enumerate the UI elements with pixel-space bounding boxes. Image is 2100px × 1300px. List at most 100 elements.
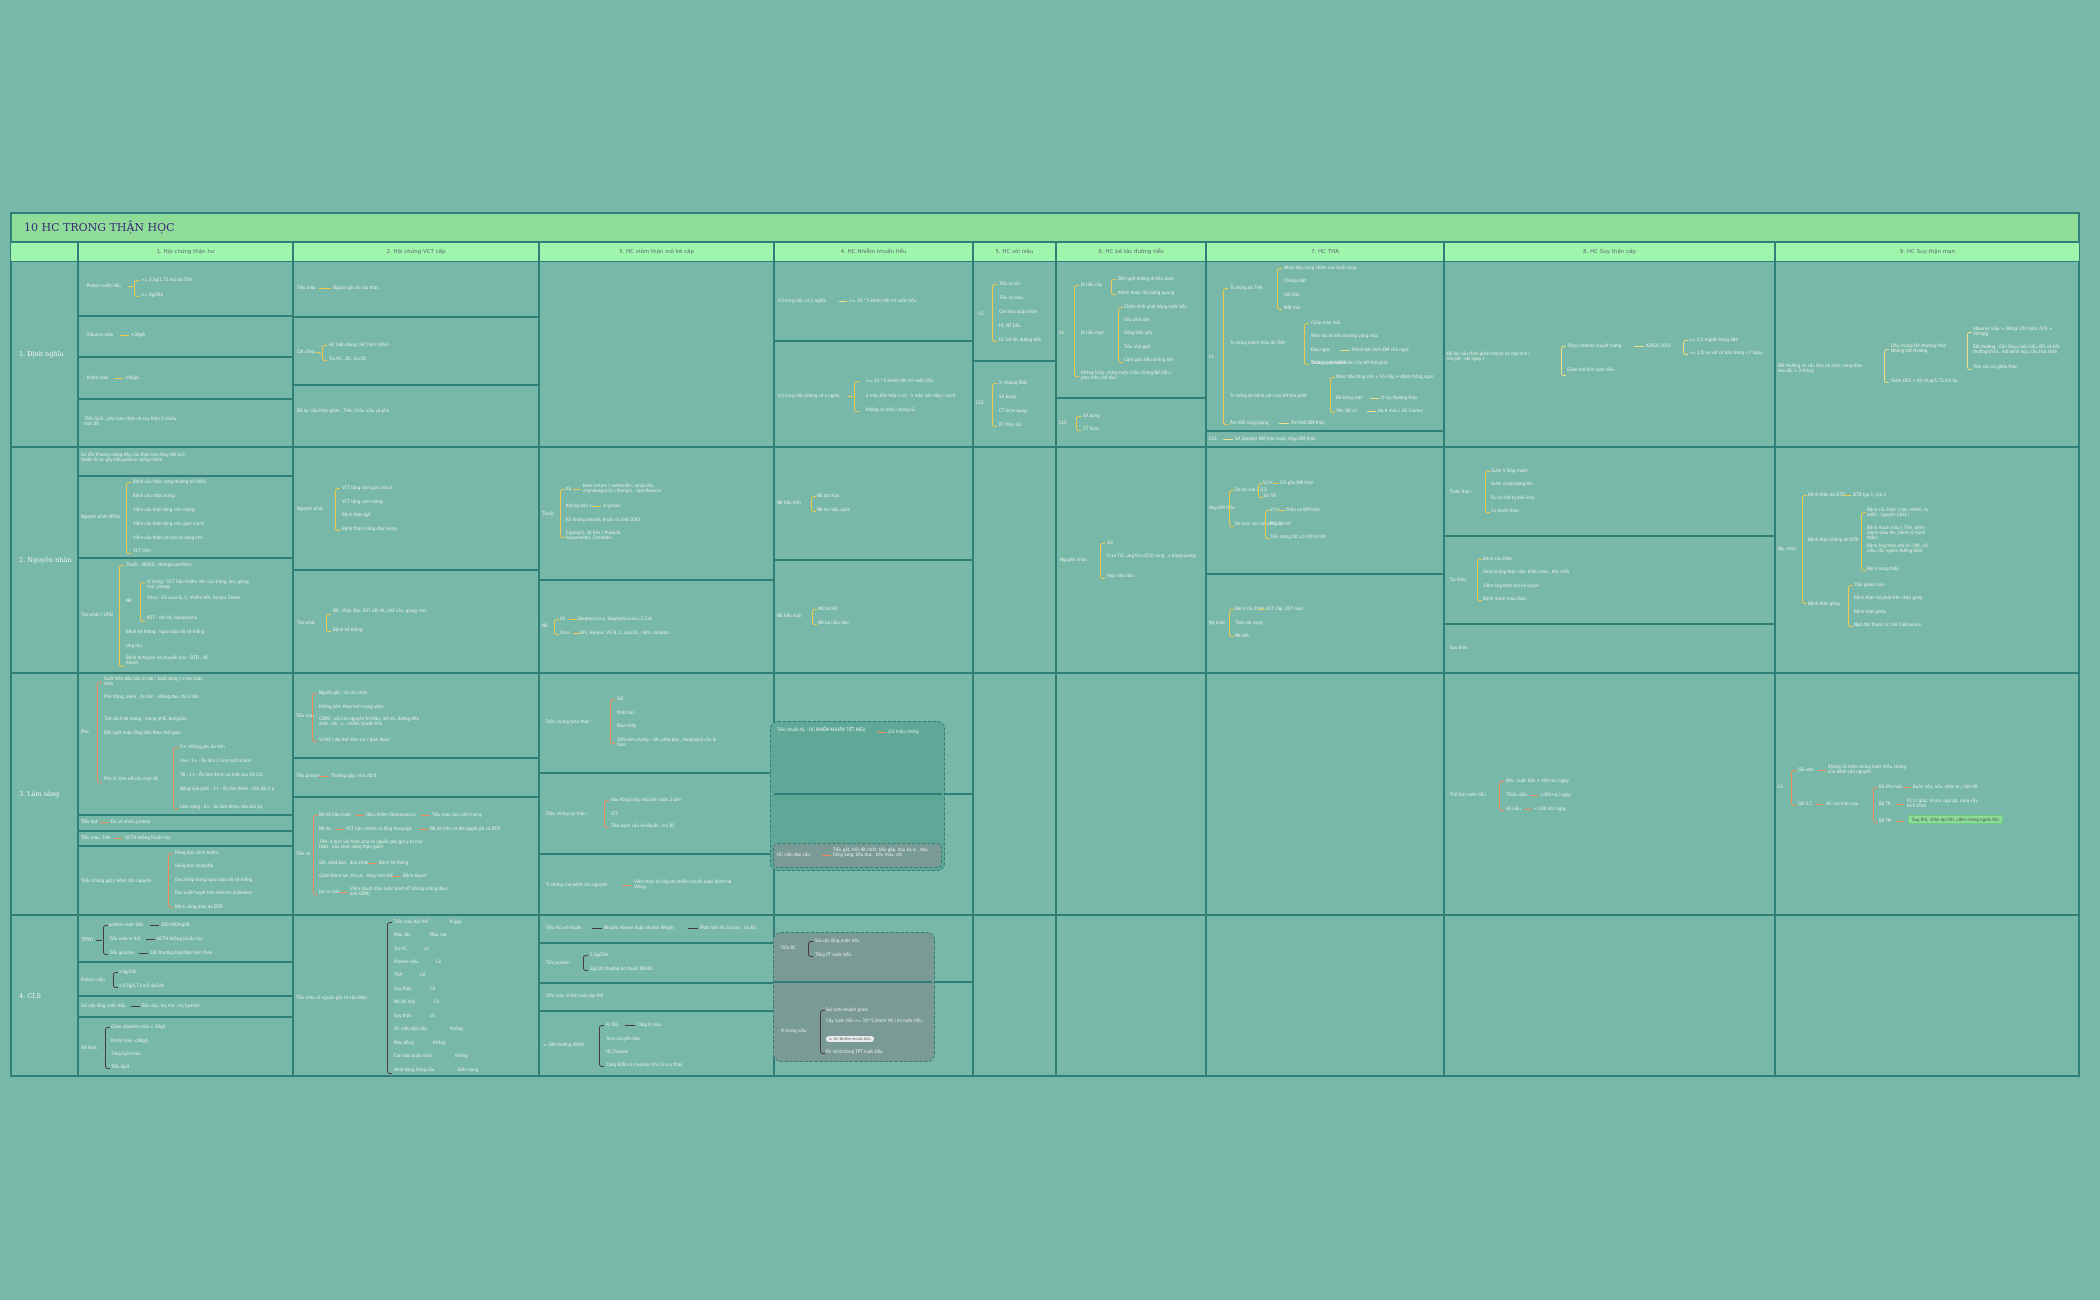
branch-bracket xyxy=(313,815,318,895)
node: Đau khớp xyxy=(617,723,637,728)
node: < 100 mL/ ngày xyxy=(1534,806,1567,811)
node: Đột ngột hoặc tăng dần theo thời gian xyxy=(104,730,181,735)
branch-bracket xyxy=(1223,288,1228,425)
node: - Tại thận xyxy=(1447,577,1467,582)
node: GĐ sớm xyxy=(1798,767,1814,772)
connector xyxy=(128,286,133,288)
node: HIV, Herpes, VG B, C, quai bị , nấm, can… xyxy=(580,630,669,635)
node: Vi trùng niệu không có ý nghĩa xyxy=(778,393,840,398)
node: Cấy nước tiểu >= 10^5 khúm VK / ml nước … xyxy=(826,1018,922,1023)
connector xyxy=(120,335,129,337)
node: Trụ HC xyxy=(394,946,408,951)
grid-line xyxy=(293,384,539,386)
node: Tiểu glucose xyxy=(109,950,135,955)
node: LS : xyxy=(1059,330,1067,335)
node: Bất thường về cấu trúc và chức năng thận… xyxy=(1778,363,1863,373)
node: Không có triệu chứng hoặc triệu chứng củ… xyxy=(1828,764,1906,774)
node: Captopril, lợi tiểu ( thiazide, furosemi… xyxy=(566,530,622,540)
node: Virus : VG virus B, C; nhiễm HIV, herpes… xyxy=(147,595,241,600)
node: Không triệu chứng hoặc triệu chứng NK ti… xyxy=(1081,370,1172,380)
node: Viêm ống thận mô kẽ cacon xyxy=(1483,583,1540,588)
node: Ung thư xyxy=(126,643,142,648)
grid-line xyxy=(1205,242,1207,1077)
node: X- Quang KUB xyxy=(999,380,1027,385)
node: Triệu chứng gợi ý bệnh căn nguyên xyxy=(81,878,152,883)
node: Bệnh hệ thống xyxy=(333,627,363,632)
node: Do có nhiều protein xyxy=(111,819,151,824)
node: Mệt mỏi xyxy=(1284,305,1301,310)
node: Soi cặn lắng nước tiểu xyxy=(81,1003,126,1008)
column-header-2: 2. Hội chứng VCT cấp xyxy=(293,242,539,262)
branch-bracket xyxy=(1265,510,1270,539)
node: NK da trên cơ địa người già có ĐTĐ xyxy=(430,826,501,831)
node: RL ĐG xyxy=(606,1022,619,1027)
grid-line xyxy=(539,942,774,944)
node: HCTH không thuần túy xyxy=(125,835,171,840)
node: 300-500mg/dL xyxy=(161,922,191,927)
node: Tiểu bọt xyxy=(81,819,98,824)
node: Đột ngột không đi tiểu được xyxy=(1118,276,1174,281)
highlighted-node: Suy tim, chèn ép tim, viêm màng ngoài ti… xyxy=(1908,815,2003,824)
grid-line xyxy=(292,242,294,1077)
branch-bracket xyxy=(1485,471,1490,513)
branch-bracket xyxy=(1967,332,1972,370)
node: Có xyxy=(436,959,442,964)
node: Máu đông xyxy=(394,1040,414,1045)
node: Phụ nữ trẻ xyxy=(1270,521,1291,526)
node: Bệnh Alport xyxy=(403,873,427,878)
node: Bệnh di truyền và chuyển hóa : ĐTĐ , HC … xyxy=(126,655,209,665)
node: Viêm mạch máu hoặc bệnh KT kháng màng đá… xyxy=(350,886,449,896)
node: Độ lọc cầu thận giảm , THA, thiểu niệu v… xyxy=(297,408,390,413)
column-header-8: 8. HC Suy thận cấp xyxy=(1444,242,1775,262)
node: Nguồn gốc : từ cầu thận xyxy=(319,690,368,695)
node: có xyxy=(424,946,429,951)
node: <400 mL/ ngày xyxy=(1540,792,1571,797)
node: Tiểu máu đại thể xyxy=(394,919,428,924)
node: Thiểu niệu xyxy=(1506,792,1527,797)
node: Độ lọc cầu thận giảm nhanh và cấp tính (… xyxy=(1447,351,1530,361)
node: LS xyxy=(1778,784,1783,789)
node: Bầu dục, trụ mỡ , trụ hyaline xyxy=(142,1003,200,1008)
node: Phần xa ĐM thận xyxy=(1286,507,1321,512)
grid-line xyxy=(1206,430,1444,432)
node: Buồn nôn, nôn, chán ăn, tiệt nất xyxy=(1913,784,1978,789)
grid-line xyxy=(774,340,973,342)
grid-line xyxy=(10,672,2080,674)
node: Không xyxy=(433,1040,446,1045)
column-header-1: 1. Hội chứng thận hư xyxy=(78,242,293,262)
node: Chóng mặt xyxy=(1284,278,1307,283)
grid-line xyxy=(1774,242,1776,1077)
node: - Protid máu xyxy=(84,375,109,380)
node: HC bế tắc đường tiểu xyxy=(999,337,1042,342)
node: Tiêu chuẩn KL : HC NHIỄM KHUẨN TIẾT NIỆU xyxy=(777,727,866,732)
node: Giảm V lòng mạch xyxy=(1491,468,1528,473)
node: NK xyxy=(126,598,132,603)
branch-bracket xyxy=(312,693,317,742)
connector xyxy=(1530,795,1538,797)
node: Bệnh thận không do ĐTĐ xyxy=(1808,537,1859,542)
node: Nhức đầu vùng chẩm vào buổi sáng xyxy=(1284,265,1356,270)
node: Nguyên phát (90%) xyxy=(81,514,121,519)
node: CT Scan xyxy=(1083,426,1100,431)
row-label-clinical: 3. Lâm sàng xyxy=(10,673,78,915)
node: Tiền sử xyxy=(296,851,311,856)
connector xyxy=(150,925,159,927)
branch-bracket xyxy=(1499,781,1504,811)
connector xyxy=(1279,510,1285,512)
node: Sỏi xyxy=(1107,540,1114,545)
branch-bracket xyxy=(126,482,131,554)
topic-link-pill[interactable]: 4. HC Nhiễm khuẩn tiểu xyxy=(826,1036,874,1042)
node: HCTH không thuần túy xyxy=(157,936,203,941)
node: Kháng siêu vi xyxy=(566,503,593,508)
node: Hồi hộp xyxy=(1284,292,1300,297)
title-bar: 10 HC TRONG THẬN HỌC xyxy=(10,212,2080,243)
connector xyxy=(100,822,109,824)
grid-line xyxy=(1206,573,1444,575)
node: Dòng tiểu yếu xyxy=(1124,330,1153,335)
node: Protid máu <60g/L xyxy=(111,1038,149,1043)
node: SA Doppler ĐM thận hoặc chụp ĐM thận xyxy=(1235,436,1316,441)
branch-bracket xyxy=(992,284,997,342)
grid-line xyxy=(539,772,774,774)
connector xyxy=(848,396,853,398)
branch-bracket xyxy=(140,582,145,622)
